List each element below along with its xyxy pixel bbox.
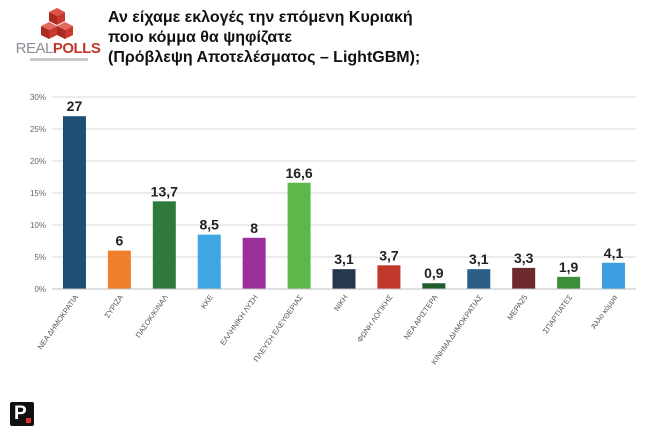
bar-13 — [602, 262, 626, 289]
x-tick-label: ΚΙΝΗΜΑ ΔΗΜΟΚΡΑΤΙΑΣ — [429, 293, 484, 367]
bar-7 — [332, 269, 356, 289]
data-label: 3,3 — [514, 250, 534, 266]
y-tick-label: 0% — [34, 285, 46, 294]
x-tick-label: ΝΙΚΗ — [332, 293, 350, 313]
x-tick-label: ΣΥΡΙΖΑ — [103, 293, 125, 320]
x-tick-label: ΠΑΣΟΚ/ΚΙΝΑΛ — [134, 293, 170, 340]
x-tick-label: ΕΛΛΗΝΙΚΗ ΛΥΣΗ — [218, 293, 260, 347]
data-label: 8 — [250, 220, 258, 236]
bar-11 — [512, 267, 536, 289]
data-label: 4,1 — [604, 245, 624, 261]
data-label: 13,7 — [151, 183, 178, 199]
bar-6 — [287, 182, 311, 289]
data-label: 3,1 — [334, 251, 354, 267]
x-tick-label: ΣΠΑΡΤΙΑΤΕΣ — [541, 293, 575, 336]
data-label: 8,5 — [199, 217, 219, 233]
bar-10 — [467, 269, 491, 289]
bar-4 — [197, 234, 221, 289]
x-tick-label: ΝΕΑ ΑΡΙΣΤΕΡΑ — [402, 293, 439, 341]
data-label: 16,6 — [285, 165, 312, 181]
x-tick-label: Άλλο κόμμα — [589, 292, 619, 330]
y-tick-label: 25% — [30, 125, 46, 134]
bar-1 — [62, 116, 86, 289]
title-line-1: Αν είχαμε εκλογές την επόμενη Κυριακή — [108, 9, 413, 26]
data-label: 1,9 — [559, 259, 579, 275]
x-tick-label: ΜΕΡΑ25 — [505, 293, 529, 322]
y-tick-label: 5% — [34, 253, 46, 262]
chart-title: Αν είχαμε εκλογές την επόμενη Κυριακή πο… — [108, 8, 588, 68]
title-line-2: ποιο κόμμα θα ψηφίζατε — [108, 29, 292, 46]
realpolls-logo: REALPOLLS — [14, 6, 102, 64]
y-tick-label: 15% — [30, 189, 46, 198]
cubes-icon — [41, 8, 73, 39]
y-tick-label: 10% — [30, 221, 46, 230]
bar-9 — [422, 283, 446, 289]
bar-5 — [242, 237, 266, 289]
x-tick-label: ΚΚΕ — [199, 293, 215, 310]
x-tick-label: ΦΩΝΗ ΛΟΓΙΚΗΣ — [355, 293, 395, 344]
bar-8 — [377, 265, 401, 289]
data-label: 6 — [115, 233, 123, 249]
x-tick-label: ΝΕΑ ΔΗΜΟΚΡΑΤΙΑ — [36, 293, 81, 351]
x-tick-label: ΠΛΕΥΣΗ ΕΛΕΥΘΕΡΙΑΣ — [252, 293, 305, 364]
logo-tagline — [30, 58, 88, 61]
y-tick-label: 20% — [30, 157, 46, 166]
data-label: 0,9 — [424, 265, 444, 281]
bar-2 — [107, 250, 131, 289]
logo-wordmark: REALPOLLS — [15, 40, 101, 57]
data-label: 3,7 — [379, 247, 399, 263]
data-label: 3,1 — [469, 251, 489, 267]
bar-12 — [557, 276, 581, 289]
data-label: 27 — [67, 98, 83, 114]
y-tick-label: 30% — [30, 93, 46, 102]
title-line-3: (Πρόβλεψη Αποτελέσματος – LightGBM); — [108, 49, 421, 66]
publisher-logo: P — [10, 402, 34, 426]
bar-3 — [152, 201, 176, 289]
